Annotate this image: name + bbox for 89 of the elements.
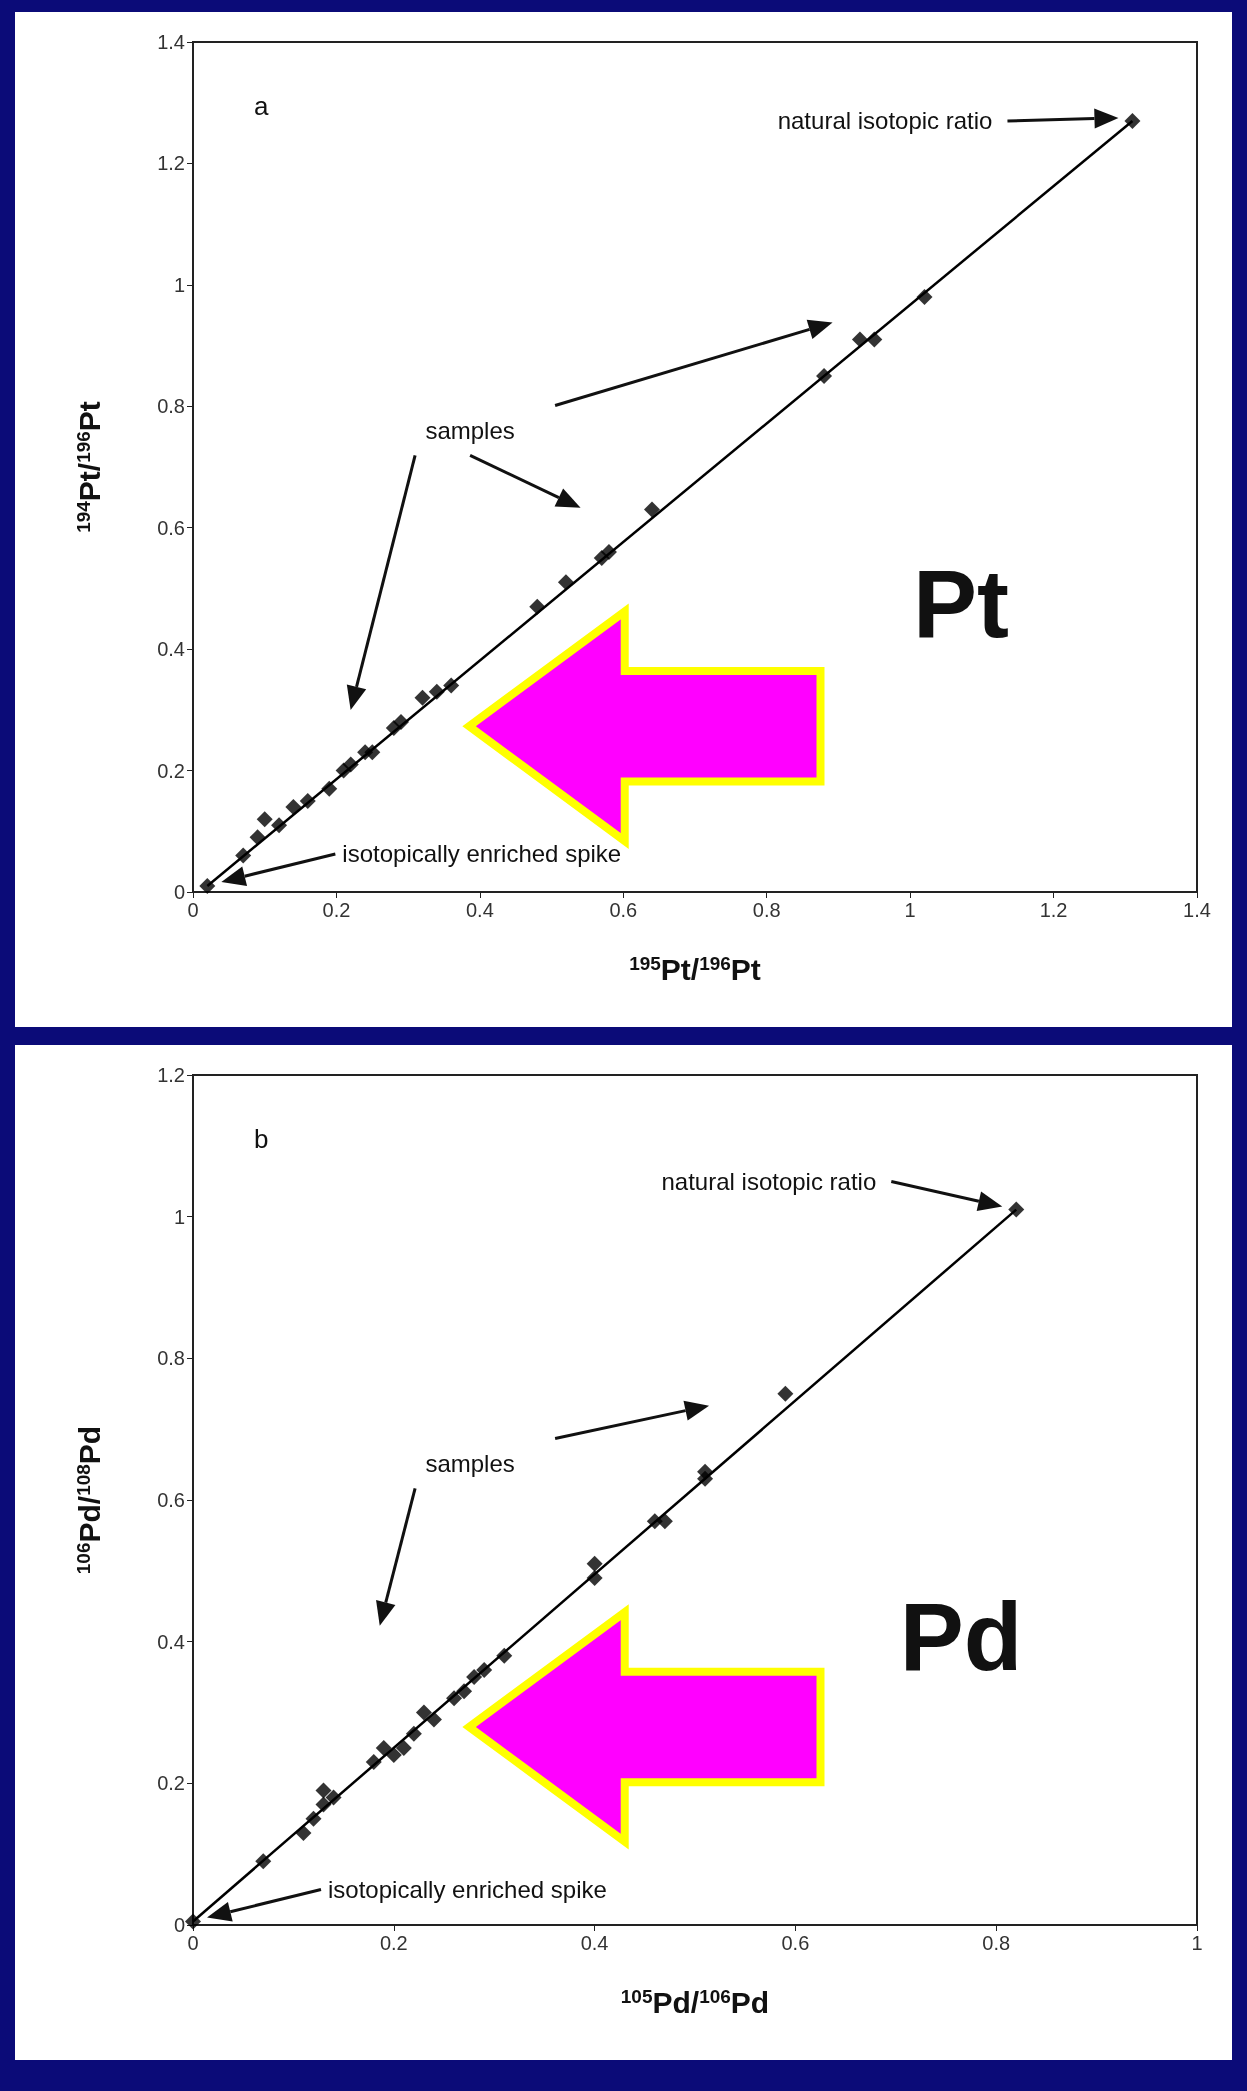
y-tick-label: 1: [173, 1205, 185, 1228]
x-tick-label: 1.2: [1039, 899, 1068, 921]
y-tick-label: 1.2: [157, 152, 185, 175]
y-tick-label: 0.6: [157, 516, 185, 539]
point: [395, 1739, 412, 1756]
y-tick-label: 0.2: [157, 1772, 185, 1795]
point: [315, 1782, 332, 1799]
point: [342, 756, 359, 773]
x-tick-label: 0.8: [982, 1932, 1011, 1954]
y-tick-label: 0.2: [157, 759, 185, 782]
point: [656, 1513, 673, 1530]
point: [851, 331, 868, 348]
point: [866, 331, 883, 348]
point: [256, 811, 273, 828]
point: [697, 1463, 714, 1480]
y-tick-label: 1: [173, 273, 185, 296]
y-tick-label: 0.4: [157, 638, 185, 661]
point: [325, 1789, 342, 1806]
point: [199, 877, 216, 894]
y-tick-label: 1.4: [157, 31, 185, 53]
annotation: b: [254, 1123, 269, 1154]
x-tick-label: 1: [1191, 1932, 1203, 1954]
point: [305, 1810, 322, 1827]
x-tick-label: 1.4: [1183, 899, 1211, 921]
annotation: isotopically enriched spike: [328, 1875, 607, 1903]
x-tick-label: 0: [187, 1932, 199, 1954]
point: [777, 1385, 794, 1402]
point: [315, 1796, 332, 1813]
y-tick-label: 0.8: [157, 395, 185, 418]
point: [1008, 1201, 1025, 1218]
point: [456, 1683, 473, 1700]
point: [443, 677, 460, 694]
point: [285, 799, 302, 815]
point: [299, 792, 316, 809]
annotation: a: [254, 90, 270, 121]
point: [586, 1569, 603, 1586]
point: [466, 1669, 483, 1686]
point: [557, 574, 574, 591]
point: [295, 1824, 312, 1841]
annotation: samples: [425, 416, 515, 444]
point: [415, 1704, 432, 1721]
point: [271, 817, 288, 834]
point: [446, 1690, 463, 1707]
point: [600, 544, 617, 560]
point: [375, 1739, 392, 1756]
point: [425, 1711, 442, 1728]
point: [586, 1555, 603, 1572]
y-axis-title: 106Pd/108Pd: [73, 1425, 106, 1575]
x-tick-label: 0.4: [580, 1932, 609, 1954]
point: [364, 744, 381, 761]
y-tick-label: 0: [173, 1914, 185, 1936]
point: [235, 847, 252, 864]
y-tick-label: 0.4: [157, 1630, 185, 1653]
x-tick-label: 0.8: [752, 899, 781, 921]
annotation: isotopically enriched spike: [342, 840, 622, 868]
point: [249, 829, 266, 846]
point: [185, 1913, 201, 1930]
annotation: natural isotopic ratio: [661, 1168, 877, 1196]
point: [1124, 112, 1141, 129]
x-tick-label: 0.4: [465, 899, 494, 921]
annotation: Pt: [913, 549, 1010, 657]
annotation: samples: [425, 1449, 515, 1477]
y-axis-title: 194Pt/196Pt: [73, 401, 106, 533]
x-tick-label: 0.6: [781, 1932, 810, 1954]
point: [916, 289, 933, 305]
point: [385, 1747, 402, 1763]
x-tick-label: 0.6: [609, 899, 638, 921]
point: [529, 598, 546, 615]
annotation: natural isotopic ratio: [777, 107, 993, 135]
x-tick-label: 0: [187, 899, 199, 921]
point: [392, 714, 409, 730]
point: [643, 501, 660, 518]
point: [414, 689, 431, 706]
x-tick-label: 0.2: [322, 899, 351, 921]
point: [496, 1647, 513, 1664]
point: [321, 780, 338, 797]
annotation: Pd: [899, 1582, 1023, 1690]
point: [816, 367, 833, 384]
y-tick-label: 0.8: [157, 1347, 185, 1370]
point: [476, 1662, 493, 1678]
point: [365, 1754, 382, 1771]
point: [255, 1853, 272, 1870]
y-tick-label: 0.6: [157, 1489, 185, 1511]
x-tick-label: 1: [904, 899, 916, 921]
x-tick-label: 0.2: [379, 1932, 408, 1954]
point: [405, 1725, 422, 1742]
y-tick-label: 0: [173, 881, 185, 903]
y-tick-label: 1.2: [157, 1064, 185, 1086]
point: [428, 683, 445, 700]
